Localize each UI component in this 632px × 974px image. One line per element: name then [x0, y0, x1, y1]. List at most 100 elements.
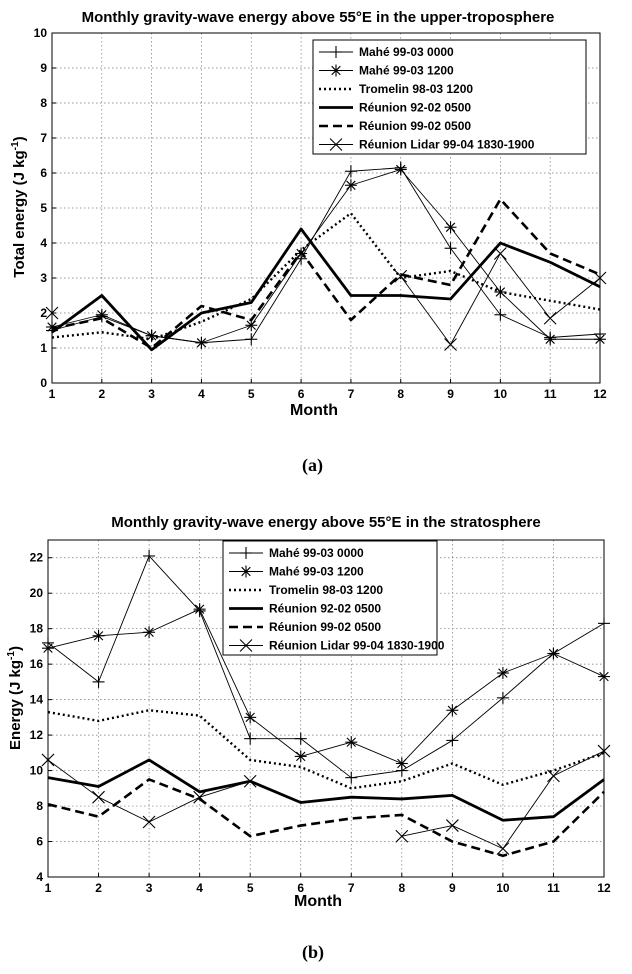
- plot-frame-a: [51, 32, 601, 384]
- y-tick-label: 12: [30, 728, 44, 742]
- data-point: [547, 769, 560, 783]
- series-star: [46, 163, 606, 349]
- data-point: [142, 815, 156, 829]
- x-tick-label: 9: [449, 881, 456, 895]
- y-tick-label: 3: [40, 271, 47, 285]
- data-point: [493, 247, 507, 260]
- data-point: [92, 629, 105, 642]
- x-axis-label-b: Month: [294, 893, 342, 910]
- x-tick-label: 2: [95, 881, 102, 895]
- legend-label: Réunion 92-02 0500: [359, 101, 471, 115]
- plot-frame-b: [47, 539, 605, 878]
- data-point: [345, 736, 358, 749]
- series-line: [51, 169, 600, 344]
- data-point: [446, 734, 459, 747]
- series-line: [51, 167, 601, 344]
- y-tick-label: 8: [40, 96, 47, 110]
- y-tick-label: 9: [40, 61, 47, 75]
- series-thick: [51, 227, 601, 352]
- y-tick-label: 18: [30, 622, 44, 636]
- legend-marker: [239, 639, 253, 652]
- x-tick-label: 7: [348, 881, 355, 895]
- y-tick-label: 5: [40, 201, 47, 215]
- series-plus: [42, 549, 610, 784]
- series-line: [47, 555, 605, 779]
- x-tick-label: 2: [98, 387, 105, 401]
- x-tick-label: 6: [298, 387, 305, 401]
- legend-marker: [240, 547, 252, 559]
- series-layer-a: [45, 161, 607, 352]
- data-point: [394, 163, 407, 176]
- x-tick-label: 8: [397, 387, 404, 401]
- data-point: [294, 732, 307, 745]
- series-line: [401, 750, 605, 850]
- y-tick-label: 20: [30, 586, 44, 600]
- y-tick-label: 8: [36, 799, 43, 813]
- data-point: [446, 704, 459, 717]
- data-point: [394, 269, 408, 283]
- series-line: [47, 608, 605, 764]
- y-axis-label-b: Energy (J kg-1): [6, 646, 24, 750]
- legend-item: Mahé 99-03 0000: [319, 45, 454, 59]
- data-point: [395, 829, 409, 843]
- chart-panel-a: Monthly gravity-wave energy above 55°E i…: [10, 9, 607, 419]
- legend-label: Tromelin 98-03 1200: [359, 82, 473, 96]
- series-thick: [47, 758, 605, 822]
- legend-item: Mahé 99-03 1200: [229, 565, 364, 579]
- y-tick-label: 7: [40, 131, 47, 145]
- series-line: [51, 197, 601, 350]
- x-tick-label: 12: [597, 881, 611, 895]
- data-point: [344, 165, 357, 178]
- legend-item: Réunion Lidar 99-04 1830-1900: [319, 138, 535, 152]
- data-point: [496, 691, 509, 704]
- legend-b: Mahé 99-03 0000 Mahé 99-03 1200 Tromelin 9…: [222, 540, 445, 656]
- data-point: [245, 333, 258, 346]
- legend-marker: [330, 64, 342, 77]
- x-tick-label: 11: [544, 387, 557, 401]
- y-tick-label: 10: [34, 26, 48, 40]
- series-line: [47, 709, 605, 790]
- legend-label: Mahé 99-03 1200: [359, 64, 454, 78]
- chart-panel-b: Monthly gravity-wave energy above 55°E i…: [6, 514, 611, 910]
- data-point: [92, 790, 105, 804]
- data-point: [494, 308, 507, 321]
- x-tick-label: 3: [146, 881, 153, 895]
- legend-marker: [329, 138, 343, 151]
- y-tick-label: 1: [40, 341, 47, 355]
- data-point: [344, 179, 357, 192]
- data-point: [543, 311, 557, 325]
- data-point: [143, 549, 156, 562]
- data-point: [193, 603, 206, 616]
- legend-a: Mahé 99-03 0000 Mahé 99-03 1200 Tromelin 9…: [312, 39, 587, 155]
- legend-marker: [330, 46, 342, 58]
- legend-label: Réunion Lidar 99-04 1830-1900: [269, 639, 445, 653]
- data-point: [244, 711, 257, 724]
- data-point: [345, 771, 358, 784]
- legend-label: Mahé 99-03 1200: [269, 565, 364, 579]
- data-point: [547, 647, 560, 660]
- x-tick-label: 5: [248, 387, 255, 401]
- legend-label: Réunion 99-02 0500: [359, 119, 471, 133]
- x-tick-label: 1: [49, 387, 56, 401]
- data-point: [193, 790, 207, 804]
- legend-item: Réunion 99-02 0500: [229, 620, 381, 634]
- legend-item: Mahé 99-03 1200: [319, 64, 454, 78]
- legend-label: Tromelin 98-03 1200: [269, 583, 383, 597]
- legend-item: Réunion 99-02 0500: [319, 119, 471, 133]
- legend-item: Réunion 92-02 0500: [319, 101, 471, 115]
- x-tick-label: 3: [148, 387, 155, 401]
- data-point: [145, 329, 158, 342]
- y-tick-label: 4: [36, 870, 43, 884]
- y-tick-label: 6: [36, 835, 43, 849]
- legend-item: Réunion 92-02 0500: [229, 602, 381, 616]
- series-layer-b: [41, 549, 611, 858]
- data-point: [92, 675, 105, 688]
- y-axis-label-a: Total energy (J kg-1): [10, 136, 28, 277]
- data-point: [245, 319, 258, 332]
- series-line: [51, 227, 601, 352]
- x-tick-label: 1: [45, 881, 52, 895]
- caption-a: (a): [302, 455, 323, 475]
- y-tick-label: 10: [30, 764, 44, 778]
